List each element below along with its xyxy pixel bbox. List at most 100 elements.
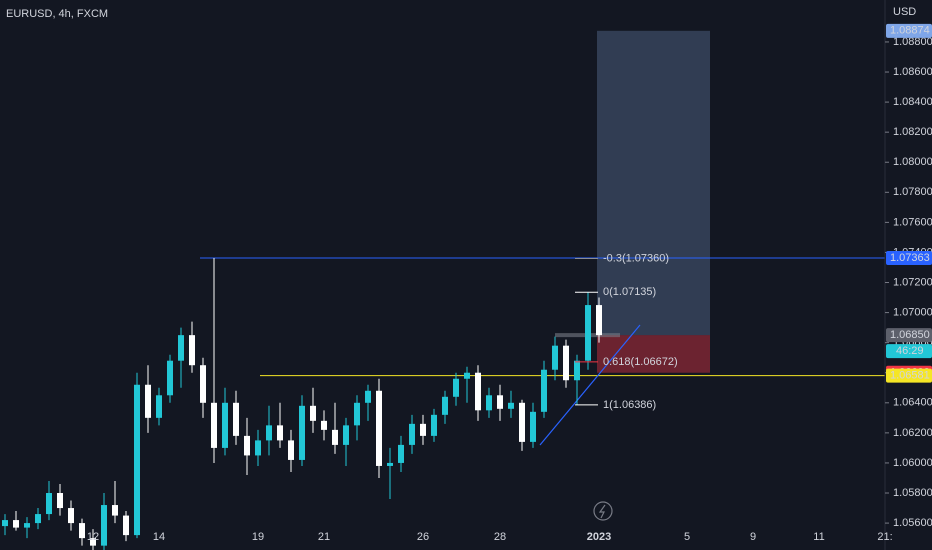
candle-body	[596, 305, 602, 336]
x-tick-label: 11	[813, 531, 824, 543]
candle-body	[398, 444, 404, 463]
x-tick-label: 2023	[587, 531, 611, 543]
candle-body	[244, 435, 250, 456]
candle-body	[409, 423, 415, 445]
candle-body	[167, 360, 173, 396]
price-tag-label: 1.06581	[890, 369, 930, 381]
price-tag-label: 1.08874	[890, 25, 930, 37]
price-tag	[886, 328, 932, 343]
candle-body	[68, 508, 74, 524]
candle-body	[79, 523, 85, 539]
candle-body	[442, 396, 448, 415]
candle-body	[255, 440, 261, 456]
candle-body	[519, 402, 525, 442]
event-icon	[593, 501, 613, 521]
x-tick-label: 12	[87, 531, 99, 543]
x-tick-label: 9	[750, 531, 756, 543]
y-tick-label: 1.06000	[893, 457, 932, 469]
candle-body	[90, 538, 96, 546]
candle-body	[574, 360, 580, 381]
y-tick-label: 1.08600	[893, 66, 932, 78]
candle-body	[2, 520, 8, 527]
price-tag-label: 1.06850	[890, 329, 930, 341]
candle-body	[552, 345, 558, 370]
candle-body	[431, 414, 437, 436]
candle-body	[200, 365, 206, 403]
candle-body	[299, 405, 305, 460]
countdown-label: 46:29	[896, 345, 924, 357]
chart-title: EURUSD, 4h, FXCM	[6, 8, 108, 20]
y-tick-label: 1.05600	[893, 517, 932, 529]
fib-label: 0(1.07135)	[603, 286, 656, 298]
x-tick-label: 21	[318, 531, 330, 543]
candle-body	[541, 369, 547, 412]
candle-body	[46, 493, 52, 515]
x-tick-label: 5	[684, 531, 690, 543]
price-axis-labels: 1.056001.058001.060001.062001.064001.066…	[885, 23, 932, 529]
candle-body	[563, 345, 569, 381]
candle-body	[508, 402, 514, 409]
y-tick-label: 1.07800	[893, 186, 932, 198]
x-tick-label: 19	[252, 531, 264, 543]
candle-body	[530, 411, 536, 442]
y-tick-label: 1.05800	[893, 487, 932, 499]
candle-body	[134, 384, 140, 536]
candle-body	[57, 493, 63, 509]
candle-body	[101, 505, 107, 546]
candle-body	[475, 372, 481, 411]
y-tick-label: 1.08200	[893, 126, 932, 138]
candle-body	[222, 402, 228, 448]
y-tick-label: 1.07200	[893, 276, 932, 288]
candle-body	[266, 425, 272, 441]
fib-label: 1(1.06386)	[603, 399, 656, 411]
fib-label: -0.3(1.07360)	[603, 252, 669, 264]
candle-body	[343, 425, 349, 445]
x-tick-label: 21:	[877, 531, 892, 543]
y-tick-label: 1.07000	[893, 306, 932, 318]
y-tick-label: 1.08800	[893, 36, 932, 48]
price-axis	[885, 0, 932, 550]
plot-area: -0.3(1.07360) 0(1.07135) 0.618(1.06672) 1(1…	[2, 30, 885, 550]
candle-body	[486, 395, 492, 411]
candle-body	[365, 390, 371, 403]
candle-body	[189, 335, 195, 366]
price-tag-label: 1.07363	[890, 252, 930, 264]
y-tick-label: 1.06400	[893, 397, 932, 409]
y-tick-label: 1.08400	[893, 96, 932, 108]
candle-body	[464, 372, 470, 379]
fib-label: 0.618(1.06672)	[603, 356, 678, 368]
y-tick-label: 1.08000	[893, 156, 932, 168]
candle-body	[123, 515, 129, 536]
x-tick-label: 26	[417, 531, 429, 543]
candle-body	[497, 395, 503, 409]
candle-body	[376, 390, 382, 466]
price-tag	[886, 251, 932, 266]
candle-body	[24, 523, 30, 528]
candle-body	[354, 402, 360, 426]
candle-body	[13, 520, 19, 528]
candle-body	[332, 429, 338, 445]
y-tick-label: 1.06200	[893, 427, 932, 439]
countdown-tag	[886, 344, 932, 359]
candle-body	[585, 305, 591, 361]
candle-body	[321, 420, 327, 430]
candle-body	[211, 402, 217, 448]
price-tag	[886, 23, 932, 38]
candle-body	[420, 423, 426, 436]
candle-body	[178, 335, 184, 361]
candle-body	[233, 402, 239, 436]
price-tag	[886, 368, 932, 383]
candle-body	[453, 378, 459, 397]
candle-body	[288, 440, 294, 460]
candle-body	[277, 425, 283, 441]
candle-body	[112, 505, 118, 516]
candle-body	[310, 405, 316, 421]
y-tick-label: 1.07600	[893, 216, 932, 228]
candle-body	[156, 395, 162, 418]
currency-label: USD	[893, 6, 916, 18]
candle-body	[145, 384, 151, 418]
candle-body	[387, 462, 393, 466]
target-zone	[597, 30, 710, 336]
